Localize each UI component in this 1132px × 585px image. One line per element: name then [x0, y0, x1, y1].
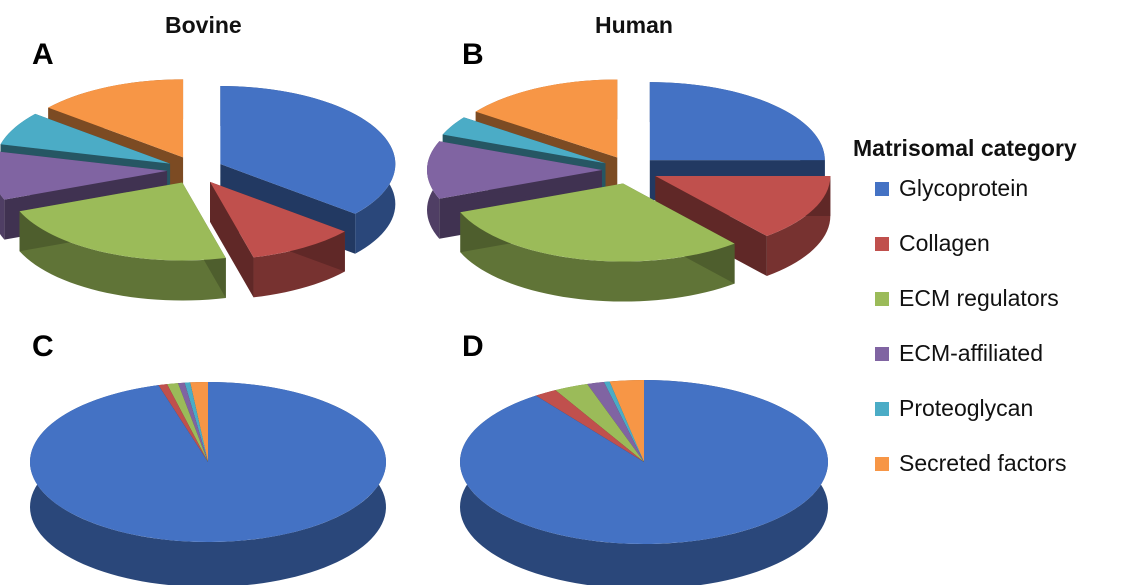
pie-slice-top	[19, 182, 226, 261]
pie-slice-ecm-regulators	[460, 183, 735, 302]
pie-slice-top	[177, 382, 208, 462]
legend-title: Matrisomal category	[853, 135, 1077, 161]
legend-swatch-secreted-factors	[875, 456, 889, 471]
pie-slice-top	[210, 181, 345, 258]
legend-item-secreted-factors: Secreted factors	[875, 450, 1066, 477]
pie-slice-collagen	[210, 181, 345, 298]
pie-slice-top	[427, 141, 602, 199]
legend-swatch-glycoprotein	[875, 181, 889, 196]
legend-swatch-collagen	[875, 236, 889, 251]
pie-slice-top	[655, 175, 831, 237]
legend-swatch-ecm-regulators	[875, 291, 889, 306]
pie-slice-side	[766, 175, 831, 277]
legend-label: Proteoglycan	[899, 395, 1034, 421]
legend-label: ECM-affiliated	[899, 340, 1044, 366]
pie-slice-top	[460, 183, 735, 262]
legend-label: Collagen	[899, 230, 990, 256]
legend-swatch-ecm-affiliated	[875, 346, 889, 361]
pie-slice-cut	[210, 181, 254, 298]
pie-panel-a	[0, 79, 396, 301]
pie-panel-c	[29, 382, 386, 585]
pie-slice-top	[190, 382, 208, 462]
pie-slice-top	[603, 381, 644, 462]
pie-slice-collagen	[655, 175, 831, 277]
pie-slice-top	[649, 82, 825, 161]
legend-label: ECM regulators	[899, 285, 1059, 311]
legend-swatch-proteoglycan	[875, 401, 889, 416]
legend-item-collagen: Collagen	[875, 230, 990, 257]
legend-item-glycoprotein: Glycoprotein	[875, 175, 1028, 202]
pie-slice-top	[555, 384, 644, 462]
pie-slice-top	[442, 117, 606, 164]
legend-item-proteoglycan: Proteoglycan	[875, 395, 1033, 422]
column-title-human: Human	[595, 12, 673, 38]
pie-slice-top	[158, 384, 208, 462]
panel-letter-b: B	[462, 38, 484, 71]
panel-letter-a: A	[32, 38, 54, 71]
pie-slice-top	[29, 382, 386, 542]
pie-panel-d	[459, 380, 828, 585]
pie-slice-top	[0, 151, 168, 200]
legend-item-ecm-regulators: ECM regulators	[875, 285, 1059, 312]
column-title-bovine: Bovine	[165, 12, 242, 38]
legend-item-ecm-affiliated: ECM-affiliated	[875, 340, 1043, 367]
pie-slice-ecm-regulators	[19, 182, 226, 301]
legend: Matrisomal category Glycoprotein Collage…	[853, 135, 1077, 476]
pie-slice-top	[475, 79, 618, 158]
pie-slice-top	[535, 390, 644, 462]
pie-slice-side	[19, 211, 226, 301]
panel-letter-c: C	[32, 330, 54, 363]
legend-label: Glycoprotein	[899, 175, 1029, 201]
pie-slice-top	[48, 79, 184, 158]
pie-slice-side	[460, 212, 735, 302]
pie-slice-cut	[655, 175, 767, 277]
pie-slice-glycoprotein	[29, 382, 386, 585]
pie-slice-top	[609, 380, 644, 462]
pie-slice-top	[587, 381, 644, 462]
pie-slice-side	[0, 194, 5, 240]
legend-label: Secreted factors	[899, 450, 1067, 476]
pie-slice-glycoprotein	[459, 380, 828, 585]
pie-slice-top	[0, 113, 171, 164]
pie-slice-top	[459, 380, 828, 544]
pie-panel-b	[427, 79, 831, 302]
pie-slice-top	[184, 382, 208, 462]
panel-letter-d: D	[462, 330, 484, 363]
pie-slice-top	[220, 86, 396, 214]
pie-slice-top	[166, 383, 208, 462]
